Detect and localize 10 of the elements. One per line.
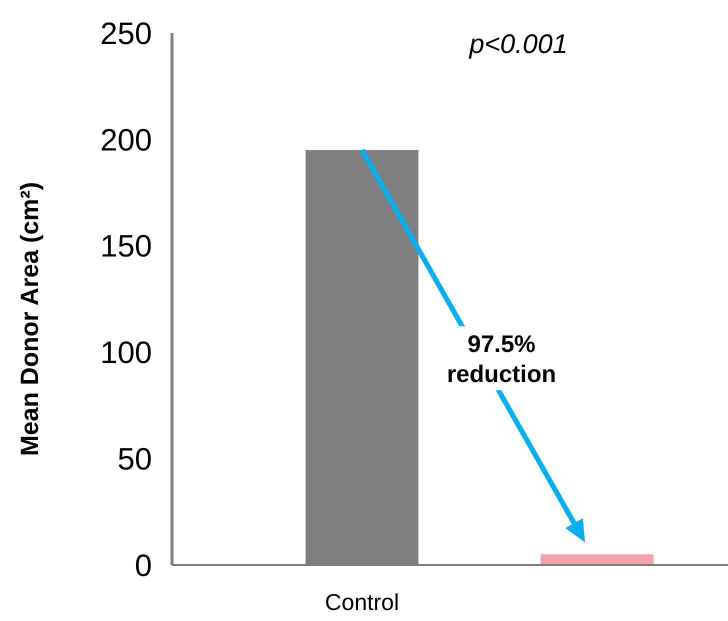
y-tick-label: 200 bbox=[100, 122, 152, 158]
annotation: p<0.001 bbox=[468, 29, 568, 59]
y-tick-label: 150 bbox=[100, 228, 152, 264]
annotation: 97.5% reduction bbox=[446, 331, 556, 388]
y-axis-title: Mean Donor Area (cm²) bbox=[16, 182, 44, 456]
y-tick-label: 100 bbox=[100, 335, 152, 370]
y-tick-label: 250 bbox=[100, 16, 152, 51]
y-tick-label: 50 bbox=[118, 441, 152, 476]
y-tick-label: 0 bbox=[134, 548, 152, 583]
x-tick-label: Control bbox=[324, 589, 400, 615]
